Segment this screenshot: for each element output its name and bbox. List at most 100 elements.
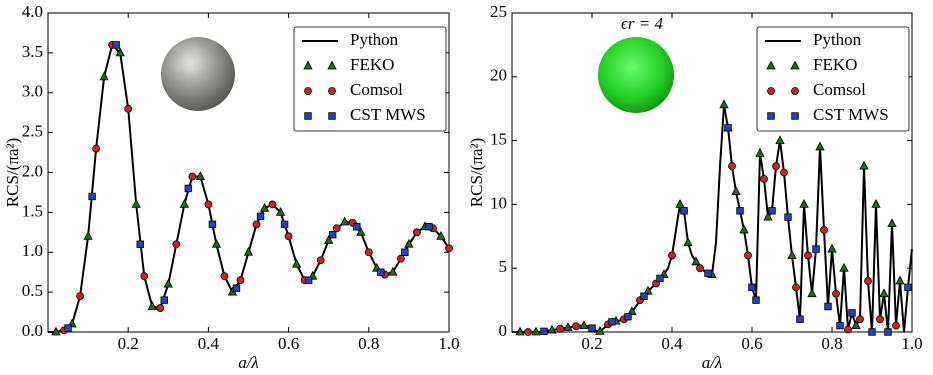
data-point [356, 226, 366, 236]
y-axis-label: RCS/(πa²) [467, 138, 486, 207]
data-point [748, 283, 756, 292]
data-point [784, 213, 792, 221]
data-point [832, 289, 840, 298]
data-point [815, 141, 825, 151]
data-point [252, 220, 261, 229]
data-point [291, 258, 302, 268]
data-point [755, 148, 765, 157]
data-point [763, 211, 773, 221]
y-tick-label: 4.0 [22, 2, 43, 21]
data-point [864, 277, 872, 285]
x-tick-label: 0.8 [358, 334, 379, 353]
data-point [859, 160, 869, 170]
data-point [124, 104, 133, 113]
data-point [243, 246, 254, 256]
data-point [804, 251, 812, 260]
data-point [691, 256, 701, 266]
data-point [772, 162, 780, 171]
y-tick-label: 0.0 [22, 321, 43, 340]
data-point [316, 256, 325, 265]
data-point [436, 230, 446, 240]
data-point [892, 321, 900, 330]
data-point [76, 292, 84, 301]
data-point [904, 283, 912, 292]
y-tick-label: 1.0 [22, 241, 43, 260]
data-point [404, 238, 414, 248]
data-point [807, 288, 817, 298]
data-point [220, 272, 229, 281]
legend-swatch [304, 87, 312, 95]
data-point [163, 278, 173, 288]
data-point [856, 315, 864, 324]
y-tick-label: 25 [490, 2, 507, 21]
data-point [136, 240, 144, 248]
y-tick-label: 20 [490, 66, 507, 85]
data-point [895, 275, 905, 285]
y-tick-label: 10 [490, 193, 507, 212]
data-point [780, 168, 788, 177]
legend-box [293, 26, 447, 132]
data-point [184, 184, 193, 193]
data-point [388, 266, 398, 276]
legend-label: Python [350, 30, 399, 49]
data-point [848, 309, 856, 317]
annotation: ϵr = 4 [621, 14, 663, 33]
data-point [115, 47, 125, 57]
data-line [512, 104, 913, 333]
data-point [656, 274, 664, 283]
legend-swatch [791, 87, 799, 95]
data-point [396, 254, 405, 263]
data-point [728, 162, 736, 171]
data-point [547, 324, 557, 334]
data-point [579, 320, 589, 330]
data-point [643, 285, 653, 295]
legend-swatch [767, 112, 775, 120]
data-point [131, 199, 141, 208]
data-point [329, 231, 337, 239]
data-point [824, 302, 832, 311]
data-point [156, 304, 165, 312]
data-point [739, 224, 749, 234]
data-point [172, 240, 181, 249]
data-point [752, 296, 760, 304]
data-point [627, 306, 637, 315]
data-point [683, 237, 693, 247]
data-point [232, 284, 241, 292]
data-point [827, 243, 837, 253]
y-tick-label: 1.5 [22, 201, 43, 220]
legend-label: CST MWS [350, 105, 426, 124]
x-tick-label: 1.0 [901, 334, 922, 353]
data-point [595, 326, 605, 335]
data-point [188, 172, 197, 181]
x-tick-label: 0.2 [581, 334, 602, 353]
legend-swatch [327, 60, 337, 70]
data-point [364, 248, 373, 257]
data-point [524, 328, 532, 336]
legend-swatch [304, 112, 312, 120]
data-point [140, 272, 149, 281]
data-point [340, 216, 350, 226]
data-point [844, 325, 852, 334]
data-point [887, 218, 897, 227]
data-point [608, 318, 616, 326]
x-tick-label: 0.4 [198, 334, 220, 353]
plot-frame [511, 12, 913, 333]
data-point [744, 251, 752, 260]
data-point [851, 320, 861, 330]
legend-label: Python [813, 30, 862, 49]
legend-label: FEKO [350, 55, 394, 74]
data-point [871, 199, 881, 208]
data-point [792, 283, 800, 292]
data-point [640, 292, 648, 300]
x-axis-label: a/λ [702, 353, 723, 372]
data-point [275, 207, 286, 216]
legend-swatch [767, 87, 775, 95]
data-point [377, 268, 385, 276]
data-point [332, 224, 341, 233]
data-point [796, 315, 804, 323]
data-point [195, 171, 206, 180]
data-point [92, 144, 101, 153]
x-tick-label: 0.6 [278, 334, 299, 353]
data-point [572, 322, 580, 331]
